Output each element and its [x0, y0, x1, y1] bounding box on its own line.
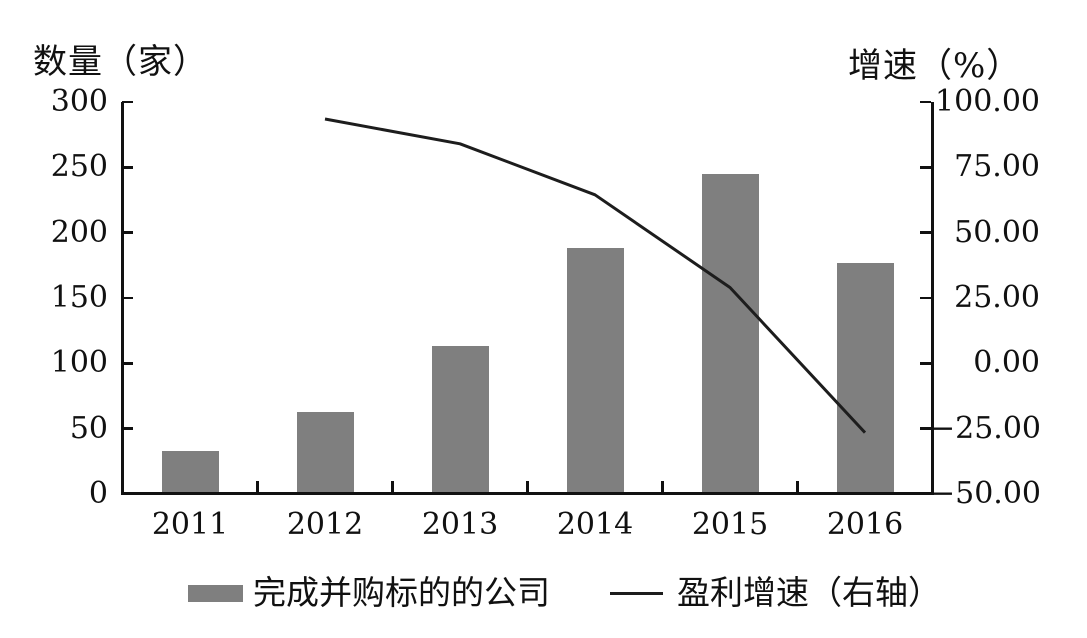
bar-2012 [296, 411, 354, 494]
left-axis-tick [122, 166, 133, 169]
legend-bar-swatch [188, 585, 243, 602]
left-axis-title: 数量（家） [33, 42, 208, 82]
legend-bar-label: 完成并购标的的公司 [253, 573, 550, 612]
right-axis-tick-label: 75.00 [954, 149, 1040, 185]
right-axis-title: 增速（%） [848, 46, 1022, 86]
left-axis-tick [122, 100, 133, 104]
left-axis-tick [122, 296, 133, 300]
bar-2011 [161, 450, 219, 494]
x-axis-tick [526, 481, 529, 494]
left-axis-tick-label: 100 [50, 345, 108, 381]
profit-growth-line [324, 117, 867, 434]
x-axis-tick [391, 481, 394, 494]
right-axis-tick [920, 166, 931, 169]
right-axis-tick [920, 492, 931, 496]
bar-2013 [431, 346, 489, 494]
bar-2015 [701, 173, 759, 494]
x-axis-category-label: 2014 [556, 507, 634, 542]
right-axis-tick-label: 0.00 [973, 345, 1040, 381]
x-axis-category-label: 2016 [826, 507, 904, 542]
left-axis-tick [122, 362, 133, 365]
x-axis-category-label: 2011 [151, 507, 229, 542]
right-axis-tick-label: 25.00 [954, 280, 1040, 315]
left-axis-tick-label: 150 [50, 280, 108, 315]
left-axis-tick [122, 492, 133, 496]
left-axis-tick [122, 427, 133, 430]
x-axis-category-label: 2013 [421, 507, 499, 542]
right-axis-tick-label: 100.00 [935, 84, 1040, 119]
x-axis-tick [256, 481, 259, 494]
left-axis-tick-label: 200 [50, 214, 108, 250]
x-axis-category-label: 2015 [691, 507, 769, 542]
right-axis-tick-label: −50.00 [930, 476, 1042, 511]
right-axis-tick [920, 231, 931, 234]
x-axis-tick [661, 481, 664, 494]
right-axis-tick-label: −25.00 [930, 410, 1042, 446]
legend-line-label: 盈利增速（右轴） [677, 573, 941, 612]
left-axis-tick-label: 0 [88, 476, 108, 511]
right-axis-tick-label: 50.00 [954, 214, 1040, 250]
right-axis-line [931, 102, 934, 494]
left-axis-tick-label: 250 [50, 149, 108, 185]
bar-2016 [836, 262, 894, 494]
bar-2014 [566, 248, 624, 494]
right-axis-tick [920, 427, 931, 430]
x-axis-category-label: 2012 [286, 507, 364, 542]
left-axis-tick [122, 231, 133, 234]
left-axis-tick-label: 50 [69, 410, 108, 446]
left-axis-tick-label: 300 [50, 84, 108, 119]
legend-line-swatch [610, 591, 663, 595]
right-axis-tick [920, 362, 931, 365]
x-axis-tick [796, 481, 799, 494]
right-axis-tick [920, 296, 931, 300]
right-axis-tick [920, 100, 931, 104]
